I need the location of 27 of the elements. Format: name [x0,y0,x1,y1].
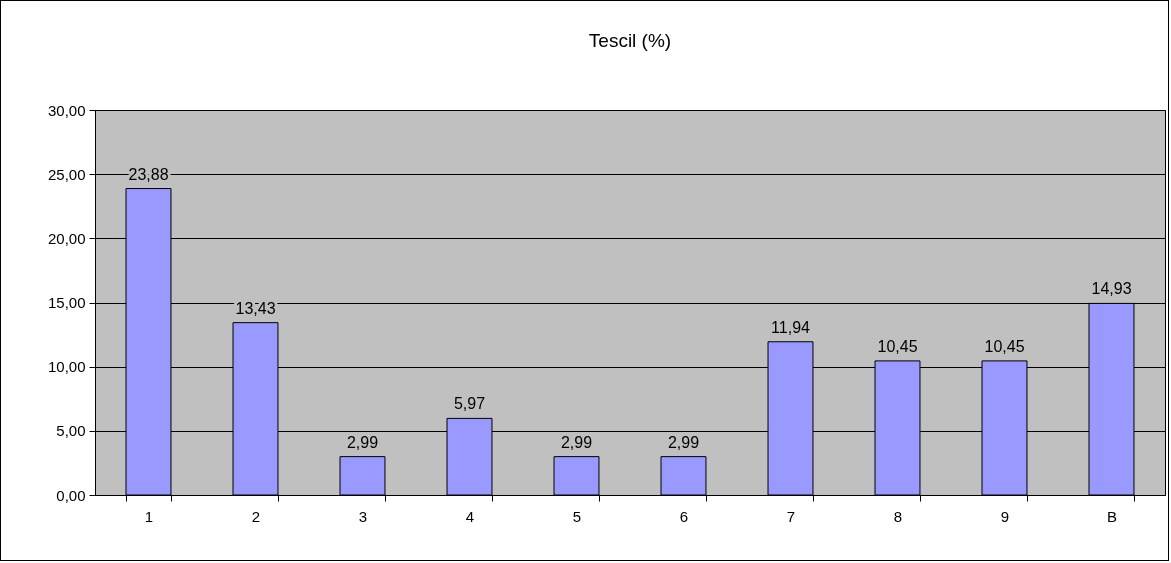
y-tick-label: 5,00 [56,422,86,440]
data-label: 10,45 [877,337,918,355]
x-tick-label: 4 [465,507,475,525]
y-tick-label: 15,00 [47,294,86,311]
y-tick-label: 0,00 [56,486,86,504]
data-label: 11,94 [771,318,811,336]
x-tick-label: 3 [358,507,368,525]
x-tick-label: 2 [251,507,261,525]
data-label: 13,43 [235,299,276,317]
y-tick-label: 30,00 [47,101,86,119]
x-tick-label: 8 [893,507,903,525]
x-tick-label: 1 [144,507,154,525]
y-tick-label: 10,00 [47,358,86,376]
x-tick-label: 6 [679,507,689,525]
x-tick-label: B [1106,507,1118,525]
data-label: 2,99 [667,433,700,451]
data-label: 10,45 [984,337,1025,355]
data-label: 2,99 [346,433,379,451]
y-tick-label: 25,00 [47,165,86,183]
y-tick-label: 20,00 [47,229,86,247]
x-tick-label: 9 [1000,507,1010,525]
chart-title: Tescil (%) [588,30,672,51]
data-label: 5,97 [453,395,486,413]
data-label: 14,93 [1091,280,1132,298]
x-tick-label: 7 [786,507,796,525]
data-label: 2,99 [560,433,593,451]
x-tick-label: 5 [572,507,582,525]
